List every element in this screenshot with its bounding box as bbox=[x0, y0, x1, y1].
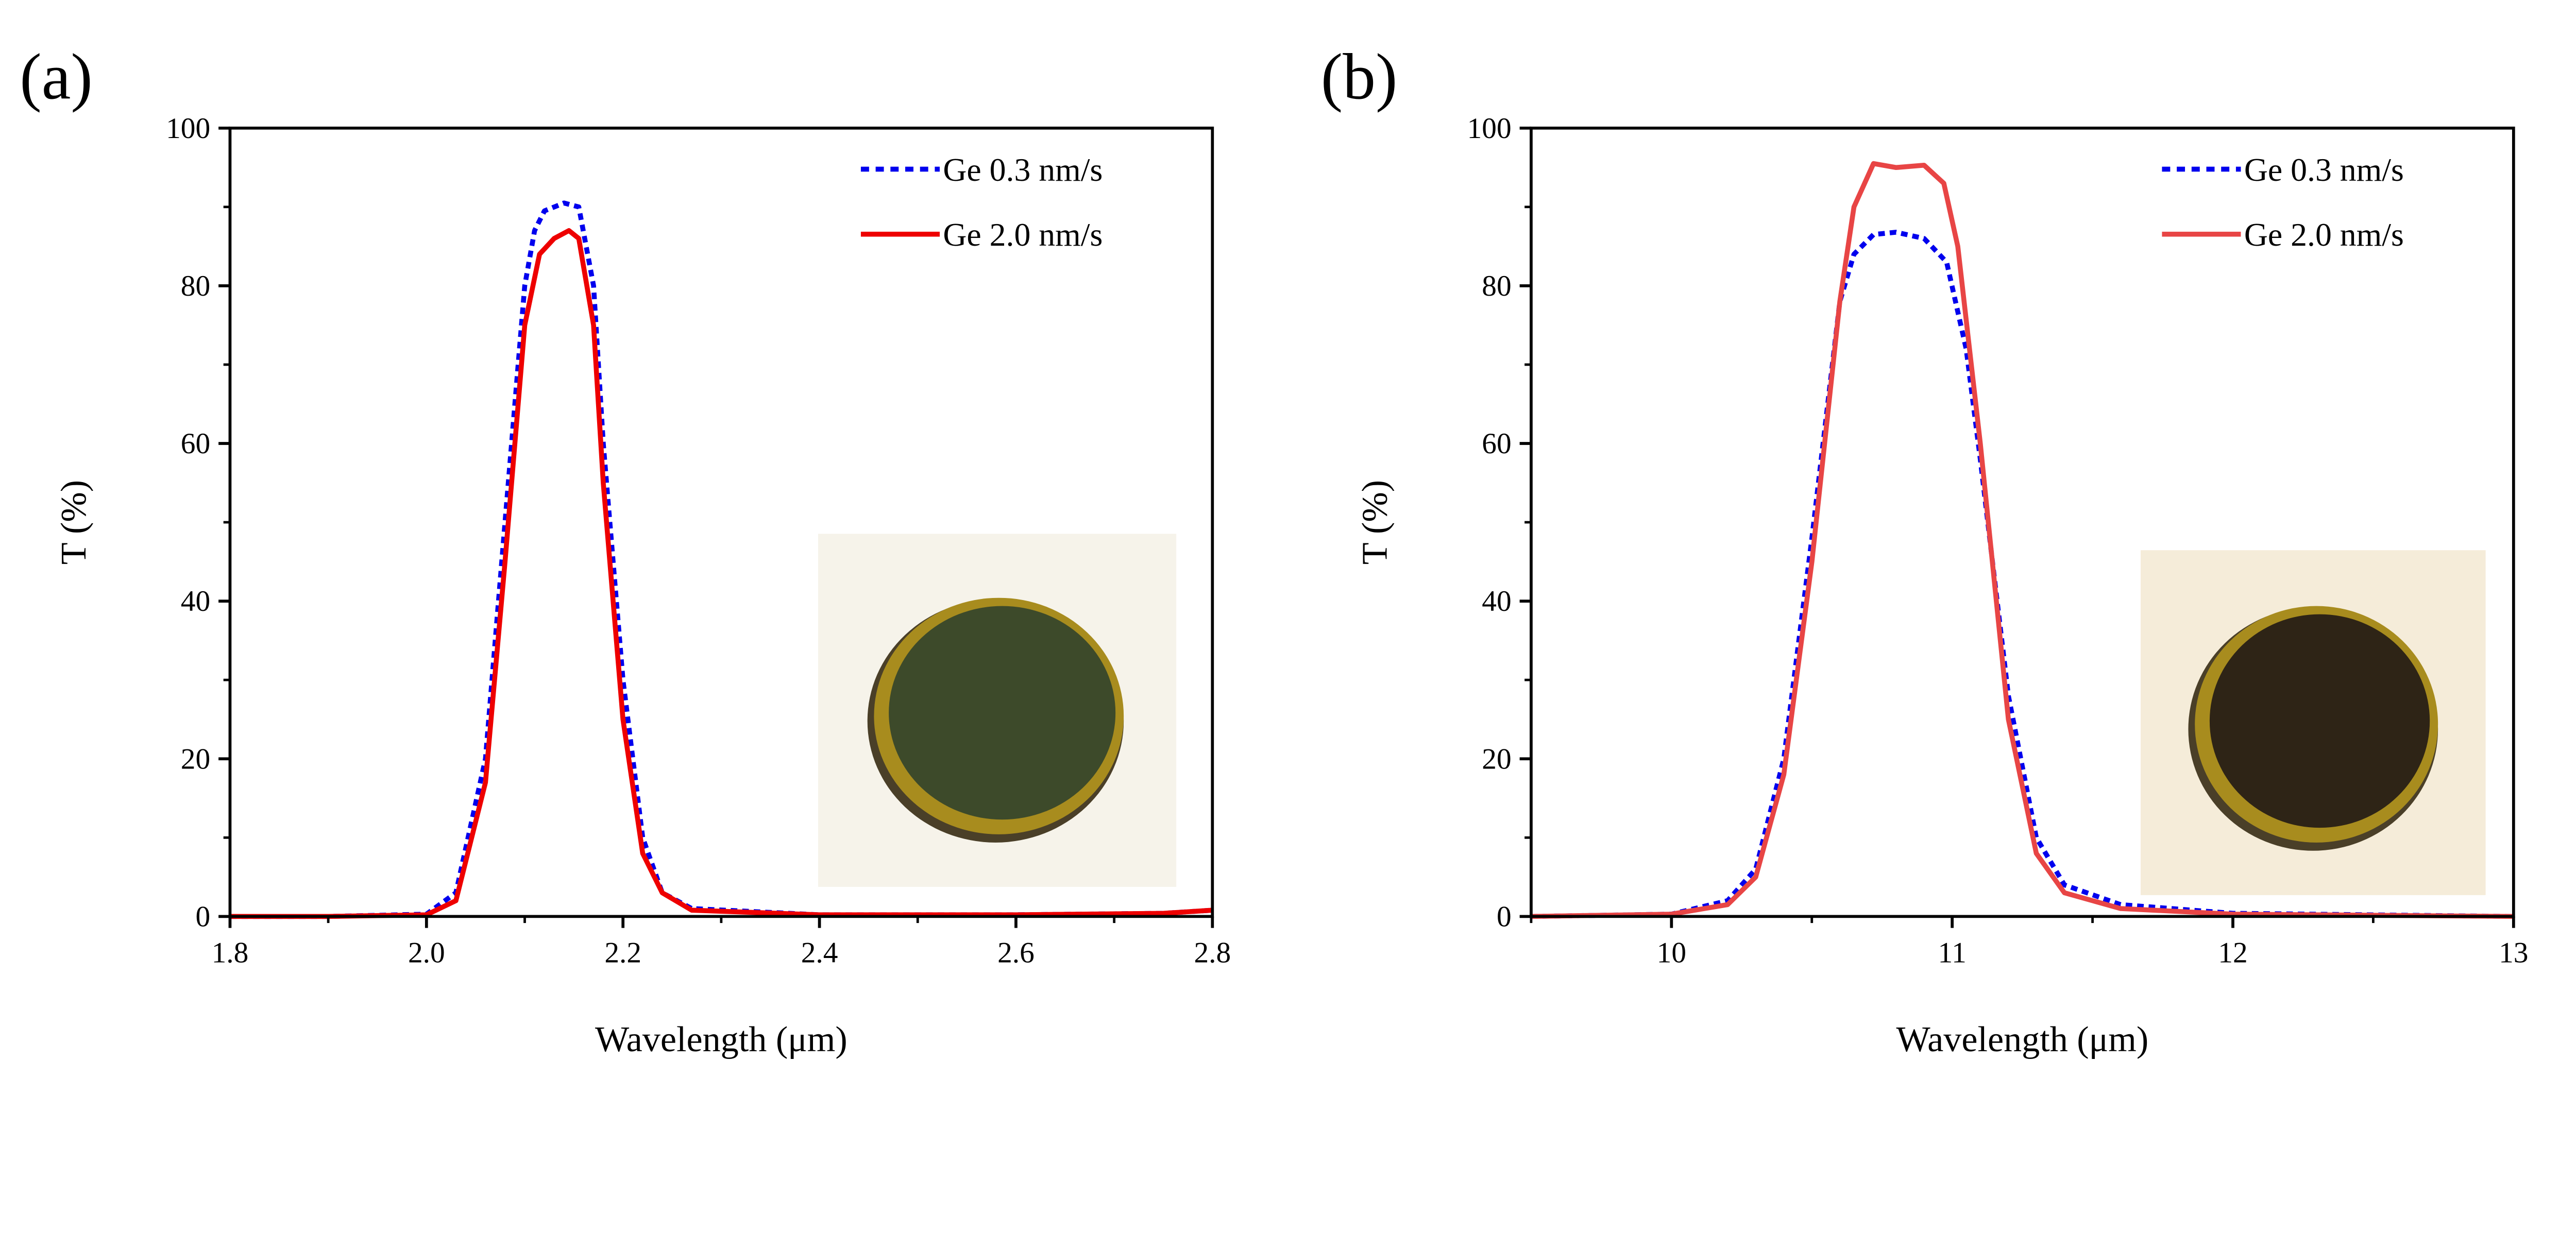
x-axis-label: Wavelength (μm) bbox=[1896, 1019, 2149, 1059]
legend-label-1: Ge 0.3 nm/s bbox=[2244, 151, 2404, 188]
series-line-2 bbox=[1531, 161, 2514, 919]
y-tick-label: 60 bbox=[181, 427, 210, 460]
y-tick-label: 100 bbox=[166, 112, 210, 145]
x-tick-label: 2.8 bbox=[1194, 937, 1231, 969]
x-tick-label: 12 bbox=[2218, 937, 2247, 969]
y-axis-label: T (%) bbox=[54, 480, 94, 564]
legend-label-2: Ge 2.0 nm/s bbox=[943, 216, 1103, 253]
figure: Ge 0.3 nm/s Ge 2.0 nm/s 1.8 2.0 2.2 2.4 2.6 2.8… bbox=[20, 40, 2529, 1059]
x-tick-label: 11 bbox=[1938, 937, 1967, 969]
y-tick-label: 20 bbox=[181, 743, 210, 775]
x-tick-label: 10 bbox=[1657, 937, 1686, 969]
panel-label: (b) bbox=[1321, 40, 1398, 113]
x-axis-label: Wavelength (μm) bbox=[595, 1019, 848, 1059]
x-tick-label: 2.0 bbox=[408, 937, 445, 969]
y-tick-label: 100 bbox=[1467, 112, 1512, 145]
x-tick-label: 2.6 bbox=[997, 937, 1035, 969]
x-tick-label: 13 bbox=[2499, 937, 2528, 969]
y-tick-label: 0 bbox=[195, 900, 210, 933]
y-tick-label: 40 bbox=[1482, 585, 1511, 618]
x-tick-label: 1.8 bbox=[212, 937, 249, 969]
y-tick-label: 80 bbox=[181, 270, 210, 302]
filter-face bbox=[2209, 614, 2430, 828]
panel-label: (a) bbox=[20, 40, 93, 113]
y-tick-label: 40 bbox=[181, 585, 210, 618]
y-axis-label: T (%) bbox=[1354, 480, 1395, 564]
y-tick-label: 0 bbox=[1497, 900, 1512, 933]
x-tick-label: 2.4 bbox=[801, 937, 838, 969]
x-tick-label: 2.2 bbox=[604, 937, 641, 969]
panel-b: Ge 0.3 nm/s Ge 2.0 nm/s 10 11 12 13 0 20 40 60 80 1… bbox=[1321, 40, 2529, 1059]
y-tick-label: 60 bbox=[1482, 427, 1511, 460]
panel-a: Ge 0.3 nm/s Ge 2.0 nm/s 1.8 2.0 2.2 2.4 2.6 2.8… bbox=[20, 40, 1231, 1059]
legend-label-1: Ge 0.3 nm/s bbox=[943, 151, 1103, 188]
y-tick-label: 80 bbox=[1482, 270, 1511, 302]
y-tick-label: 20 bbox=[1482, 743, 1511, 775]
filter-face bbox=[889, 606, 1116, 820]
series-line-2 bbox=[230, 228, 1213, 919]
legend-label-2: Ge 2.0 nm/s bbox=[2244, 216, 2404, 253]
